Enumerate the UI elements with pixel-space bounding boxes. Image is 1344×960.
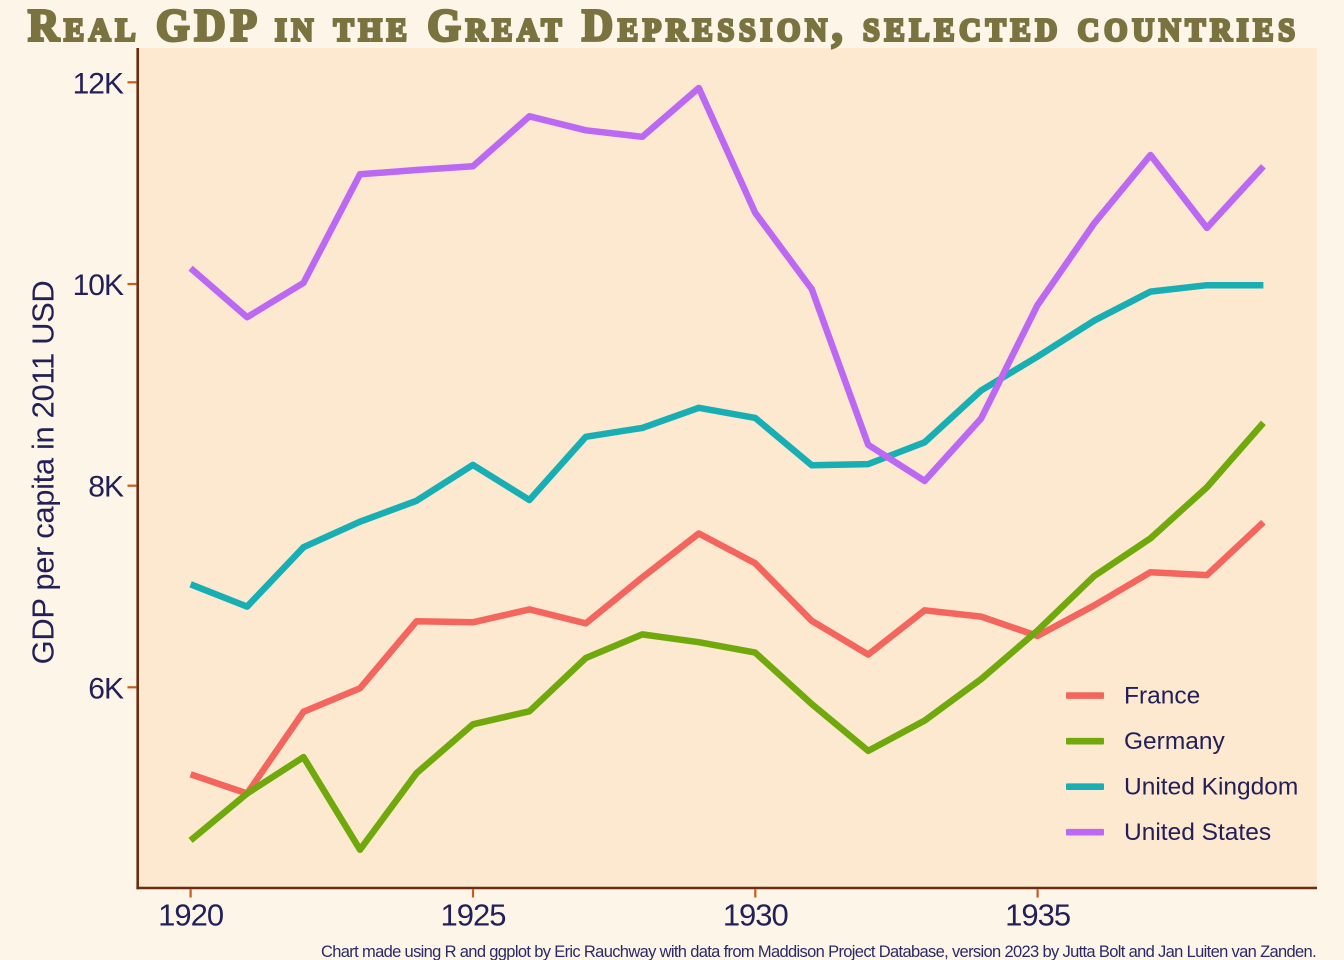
svg-text:United Kingdom: United Kingdom: [1124, 774, 1298, 801]
svg-text:GDP per capita in 2011 USD: GDP per capita in 2011 USD: [26, 281, 61, 665]
svg-text:12K: 12K: [73, 67, 124, 100]
svg-text:8K: 8K: [88, 471, 124, 504]
svg-text:1930: 1930: [723, 897, 789, 932]
svg-text:United States: United States: [1124, 819, 1271, 846]
svg-text:France: France: [1124, 683, 1200, 710]
svg-text:10K: 10K: [73, 269, 124, 302]
svg-text:Germany: Germany: [1124, 728, 1226, 755]
svg-text:Chart made using R and ggplot: Chart made using R and ggplot by Eric Ra…: [321, 943, 1316, 960]
svg-text:1925: 1925: [441, 897, 506, 932]
svg-text:1935: 1935: [1005, 897, 1070, 932]
svg-text:Real GDP in the Great Depressi: Real GDP in the Great Depression, select…: [28, 0, 1300, 51]
svg-text:6K: 6K: [88, 672, 124, 705]
svg-text:1920: 1920: [158, 897, 224, 932]
